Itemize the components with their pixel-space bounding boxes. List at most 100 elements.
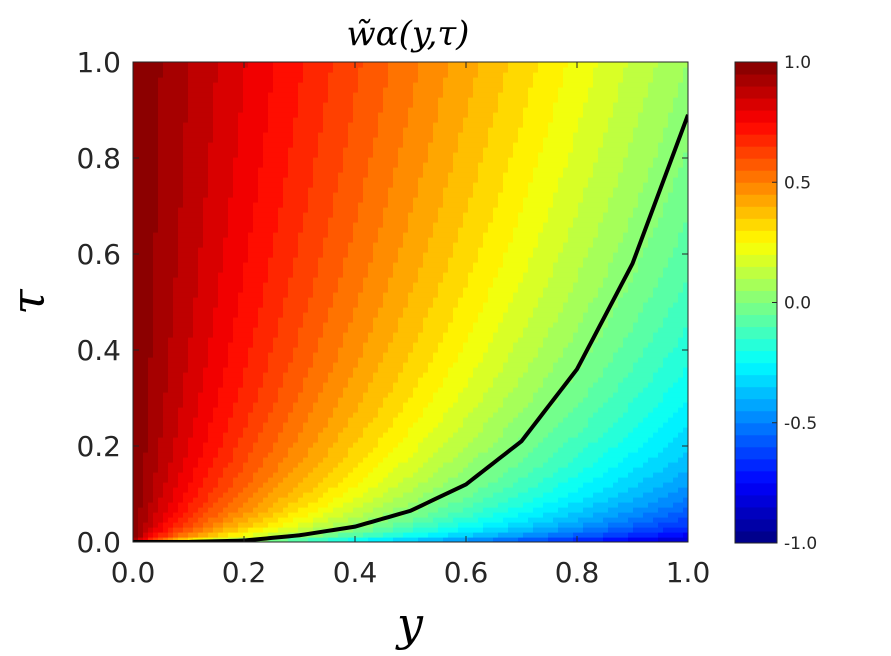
heatmap-cell — [213, 247, 219, 253]
heatmap-cell — [168, 87, 174, 93]
heatmap-cell — [358, 332, 364, 338]
heatmap-cell — [288, 262, 294, 268]
heatmap-cell — [328, 102, 334, 108]
heatmap-cell — [258, 152, 264, 158]
heatmap-cell — [133, 522, 139, 528]
heatmap-cell — [283, 97, 289, 103]
heatmap-cell — [333, 297, 339, 303]
heatmap-cell — [198, 362, 204, 368]
heatmap-cell — [233, 442, 239, 448]
heatmap-cell — [178, 422, 184, 428]
heatmap-cell — [308, 287, 314, 293]
heatmap-cell — [228, 327, 234, 333]
heatmap-cell — [363, 202, 369, 208]
heatmap-cell — [253, 407, 259, 413]
heatmap-cell — [148, 82, 154, 88]
heatmap-cell — [343, 522, 349, 528]
heatmap-cell — [158, 62, 164, 68]
heatmap-cell — [318, 322, 324, 328]
heatmap-cell — [298, 212, 304, 218]
heatmap-cell — [313, 152, 319, 158]
heatmap-cell — [248, 517, 254, 523]
heatmap-cell — [138, 402, 144, 408]
heatmap-cell — [218, 227, 224, 233]
heatmap-cell — [258, 437, 264, 443]
heatmap-cell — [363, 122, 369, 128]
heatmap-cell — [148, 257, 154, 263]
heatmap-cell — [183, 82, 189, 88]
heatmap-cell — [328, 267, 334, 273]
heatmap-cell — [203, 347, 209, 353]
heatmap-cell — [238, 127, 244, 133]
heatmap-cell — [338, 242, 344, 248]
heatmap-cell — [163, 382, 169, 388]
heatmap-cell — [173, 102, 179, 108]
heatmap-cell — [148, 372, 154, 378]
heatmap-cell — [148, 362, 154, 368]
heatmap-cell — [138, 262, 144, 268]
heatmap-cell — [173, 342, 179, 348]
heatmap-cell — [358, 422, 364, 428]
heatmap-cell — [328, 242, 334, 248]
heatmap-cell — [283, 352, 289, 358]
heatmap-cell — [188, 477, 194, 483]
heatmap-cell — [243, 72, 249, 78]
heatmap-cell — [173, 217, 179, 223]
heatmap-cell — [288, 322, 294, 328]
heatmap-cell — [138, 212, 144, 218]
heatmap-cell — [283, 167, 289, 173]
heatmap-cell — [163, 457, 169, 463]
heatmap-cell — [323, 302, 329, 308]
heatmap-cell — [383, 262, 389, 268]
heatmap-cell — [338, 387, 344, 393]
heatmap-cell — [173, 252, 179, 258]
heatmap-cell — [148, 442, 154, 448]
heatmap-cell — [318, 472, 324, 478]
heatmap-cell — [163, 367, 169, 373]
heatmap-cell — [203, 522, 209, 528]
heatmap-cell — [378, 257, 384, 263]
heatmap-cell — [368, 97, 374, 103]
heatmap-cell — [373, 422, 379, 428]
heatmap-cell — [233, 92, 239, 98]
heatmap-cell — [353, 367, 359, 373]
heatmap-cell — [138, 362, 144, 368]
heatmap-cell — [308, 282, 314, 288]
heatmap-cell — [353, 487, 359, 493]
heatmap-cell — [333, 327, 339, 333]
heatmap-cell — [193, 352, 199, 358]
heatmap-cell — [293, 427, 299, 433]
heatmap-cell — [148, 142, 154, 148]
heatmap-cell — [328, 222, 334, 228]
heatmap-cell — [343, 392, 349, 398]
heatmap-cell — [293, 362, 299, 368]
heatmap-cell — [203, 242, 209, 248]
heatmap-cell — [323, 92, 329, 98]
heatmap-cell — [383, 357, 389, 363]
heatmap-cell — [303, 127, 309, 133]
heatmap-cell — [248, 422, 254, 428]
heatmap-cell — [273, 107, 279, 113]
heatmap-cell — [183, 382, 189, 388]
heatmap-cell — [198, 367, 204, 373]
heatmap-cell — [163, 392, 169, 398]
heatmap-cell — [198, 452, 204, 458]
heatmap-cell — [308, 67, 314, 73]
heatmap-cell — [318, 327, 324, 333]
heatmap-cell — [143, 422, 149, 428]
heatmap-cell — [388, 182, 394, 188]
heatmap-cell — [328, 137, 334, 143]
heatmap-cell — [293, 387, 299, 393]
heatmap-cell — [258, 507, 264, 513]
heatmap-cell — [238, 172, 244, 178]
heatmap-cell — [308, 307, 314, 313]
heatmap-cell — [293, 202, 299, 208]
heatmap-cell — [283, 442, 289, 448]
heatmap-cell — [378, 497, 384, 503]
heatmap-cell — [393, 517, 399, 523]
heatmap-cell — [303, 537, 309, 542]
heatmap-cell — [168, 62, 174, 68]
heatmap-cell — [363, 467, 369, 473]
heatmap-cell — [213, 122, 219, 128]
heatmap-cell — [363, 447, 369, 453]
